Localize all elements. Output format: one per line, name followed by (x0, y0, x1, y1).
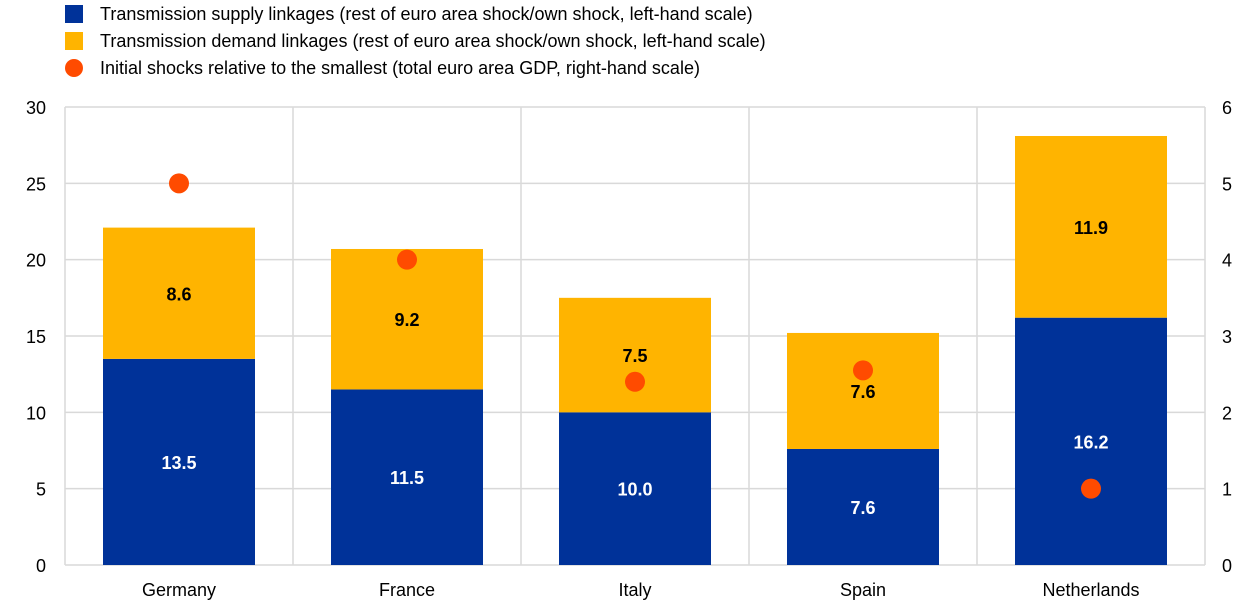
bar-segment-demand (331, 248, 483, 390)
y-left-tick-label: 20 (26, 251, 46, 271)
y-left-tick-label: 25 (26, 174, 46, 194)
data-label: 10.0 (617, 480, 652, 500)
scatter-point (853, 360, 873, 381)
y-right-tick-label: 1 (1222, 480, 1232, 500)
x-category-label: France (379, 580, 435, 600)
legend-label: Transmission demand linkages (rest of eu… (100, 31, 766, 51)
bar-segment-supply (1015, 317, 1167, 565)
data-label: 7.6 (850, 382, 875, 402)
bar-segment-supply (787, 448, 939, 565)
bar-segment-supply (103, 358, 255, 565)
data-label: 11.9 (1074, 218, 1108, 238)
bar-segment-supply (331, 389, 483, 565)
y-right-tick-label: 3 (1222, 327, 1232, 347)
scatter-points (169, 173, 1101, 499)
x-category-label: Spain (840, 580, 886, 600)
x-category-label: Italy (618, 580, 651, 600)
legend-marker-circle (65, 59, 83, 77)
bar-segment-demand (103, 227, 255, 359)
legend-label: Transmission supply linkages (rest of eu… (100, 4, 753, 24)
y-left-tick-label: 15 (26, 327, 46, 347)
scatter-point (1081, 478, 1101, 499)
y-right-tick-label: 2 (1222, 403, 1232, 423)
y-left-tick-label: 10 (26, 403, 46, 423)
data-label: 7.6 (850, 498, 875, 518)
bar-segment-demand (559, 297, 711, 413)
data-labels: 13.5 8.6 11.5 9.2 10.0 7.5 7.6 7.6 16.2 11.9 (161, 218, 1108, 518)
scatter-point (397, 249, 417, 270)
x-category-label: Germany (142, 580, 216, 600)
x-category-label: Netherlands (1042, 580, 1139, 600)
bar-segment-demand (1015, 136, 1167, 318)
y-left-tick-label: 30 (26, 98, 46, 118)
y-left-tick-label: 5 (36, 480, 46, 500)
y-left-tick-label: 0 (36, 556, 46, 576)
y-right-tick-label: 4 (1222, 251, 1232, 271)
data-label: 9.2 (394, 310, 419, 330)
scatter-point (169, 173, 189, 194)
data-label: 13.5 (161, 453, 196, 473)
legend-marker-square (65, 32, 83, 50)
y-right-tick-label: 0 (1222, 556, 1232, 576)
data-label: 7.5 (622, 346, 647, 366)
scatter-point (625, 371, 645, 392)
data-label: 11.5 (390, 468, 424, 488)
legend-marker-square (65, 5, 83, 23)
data-label: 16.2 (1073, 432, 1108, 452)
bar-segment-supply (559, 412, 711, 565)
bar-segment-demand (787, 332, 939, 449)
axes: 0 5 10 15 20 25 30 0 1 2 3 4 5 6 Germany France Italy Spa… (26, 98, 1232, 600)
data-label: 8.6 (166, 284, 191, 304)
y-right-tick-label: 6 (1222, 98, 1232, 118)
bars (103, 136, 1167, 565)
legend-label: Initial shocks relative to the smallest … (100, 58, 700, 78)
legend: Transmission supply linkages (rest of eu… (65, 4, 766, 78)
y-right-tick-label: 5 (1222, 174, 1232, 194)
